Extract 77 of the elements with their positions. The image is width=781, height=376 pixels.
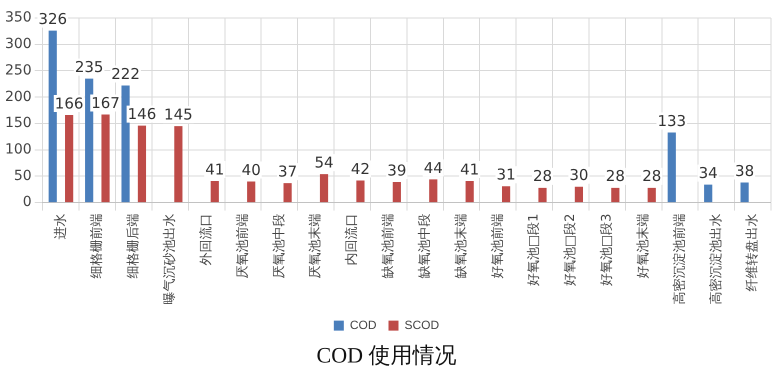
bar	[210, 180, 219, 202]
y-tick-label: 100	[4, 142, 32, 158]
bar	[138, 126, 146, 202]
bar	[740, 182, 749, 202]
y-tick-label: 300	[4, 36, 32, 52]
data-label: 42	[350, 160, 370, 178]
bar	[668, 132, 676, 202]
y-tick-label: 350	[4, 10, 32, 26]
x-tick-label: 厌氧池中段	[272, 214, 287, 279]
data-label: 44	[424, 158, 443, 177]
x-tick-label: 缺氧池末端	[454, 214, 469, 279]
y-tick-label: 250	[4, 62, 32, 78]
y-tick-label: 200	[4, 88, 32, 105]
x-tick-label: 高密沉淀池出水	[708, 214, 724, 305]
x-tick-label: 厌氧池末端	[308, 214, 324, 279]
data-label: 326	[38, 10, 68, 28]
x-tick-label: 外回流口	[198, 214, 214, 266]
data-label: 31	[496, 166, 516, 184]
bar	[65, 115, 74, 202]
x-tick-label: 纤维转盘出水	[745, 214, 760, 292]
data-label: 54	[314, 154, 334, 172]
data-label: 146	[128, 104, 156, 123]
bar	[247, 182, 256, 202]
bar	[356, 180, 365, 202]
x-tick-label: 细格栅前端	[90, 214, 105, 279]
x-tick-label: 好氧池□段2	[563, 214, 578, 286]
bar	[466, 180, 474, 202]
x-tick-label: 缺氧池中段	[417, 214, 432, 279]
x-tick-label: 好氧池前端	[490, 214, 506, 279]
bar	[574, 186, 584, 202]
data-label: 28	[642, 167, 662, 186]
text: COD 使用情况	[316, 342, 456, 368]
x-tick-label: 内回流口	[344, 214, 360, 266]
data-label: 166	[54, 94, 84, 112]
y-tick-label: 150	[4, 115, 32, 132]
bar	[48, 30, 57, 202]
y-tick-label: 50	[14, 168, 32, 184]
legend-label: COD	[350, 318, 377, 332]
bar	[85, 78, 94, 202]
data-label: 167	[91, 94, 120, 112]
bar	[392, 182, 401, 202]
data-label: 133	[657, 112, 686, 130]
bar	[502, 186, 510, 202]
data-label: 30	[569, 166, 588, 184]
data-label: 40	[242, 160, 261, 179]
bar	[320, 174, 328, 202]
bar	[429, 179, 438, 202]
bar	[704, 184, 712, 202]
data-label: 34	[698, 164, 718, 182]
data-label: 41	[460, 160, 480, 178]
data-label: 28	[532, 167, 552, 186]
bar	[611, 188, 620, 202]
bar	[284, 183, 292, 202]
x-tick-label: 细格栅后端	[126, 214, 142, 279]
x-tick-label: 进水	[53, 214, 68, 240]
bar	[174, 126, 182, 202]
data-label: 28	[606, 167, 625, 186]
data-label: 145	[164, 106, 193, 124]
data-label: 222	[111, 64, 140, 83]
x-tick-label: 缺氧池前端	[381, 214, 396, 279]
legend-label: SCOD	[404, 318, 440, 332]
x-tick-label: 高密沉淀池前端	[671, 214, 688, 305]
bar	[538, 188, 547, 202]
x-tick-label: 好氧池□段3	[600, 214, 615, 286]
bar	[121, 86, 130, 202]
bar	[101, 114, 110, 202]
data-label: 41	[205, 160, 224, 178]
data-label: 38	[735, 162, 754, 180]
data-label: 39	[387, 161, 406, 180]
y-tick-label: 0	[22, 194, 32, 210]
x-tick-label: 厌氧池前端	[235, 214, 250, 279]
data-label: 235	[74, 58, 104, 76]
x-tick-label: 曝气沉砂池出水	[162, 214, 178, 305]
data-label: 37	[278, 162, 298, 180]
x-tick-label: 好氧池末端	[636, 214, 651, 279]
x-tick-label: 好氧池□段1	[526, 214, 542, 286]
bar	[648, 188, 656, 202]
